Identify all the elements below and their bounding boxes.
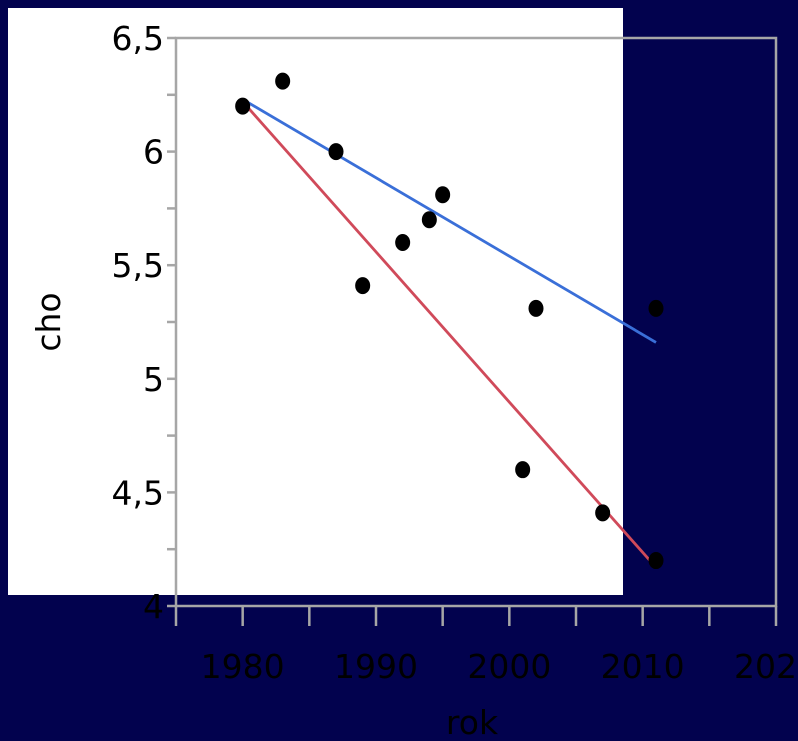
data-point	[515, 461, 531, 479]
y-tick-label: 6	[143, 133, 164, 172]
data-point	[235, 97, 251, 115]
plot-frame	[174, 36, 778, 608]
plot-area	[174, 36, 778, 608]
data-point	[355, 277, 371, 295]
data-point	[275, 72, 291, 90]
data-point	[395, 233, 411, 251]
x-axis-title: rok	[446, 703, 499, 741]
data-point	[595, 504, 611, 522]
axes	[167, 36, 778, 626]
data-point	[328, 143, 344, 161]
tick-labels: 4 4,5 5 5,5 6 6,5 1980 1990 2000 2010 2020	[112, 19, 798, 686]
x-tick-label: 1990	[334, 647, 418, 686]
data-point	[648, 552, 664, 570]
y-tick-label: 5,5	[112, 246, 164, 285]
x-tick-label: 1980	[201, 647, 285, 686]
y-tick-label: 5	[143, 360, 164, 399]
y-tick-label: 4	[143, 587, 164, 626]
data-point	[421, 211, 437, 229]
data-point	[648, 299, 664, 317]
data-points	[235, 72, 664, 570]
regression-line-1	[241, 98, 657, 344]
data-point	[528, 299, 544, 317]
data-point	[435, 186, 451, 204]
y-axis-title: cho	[29, 292, 68, 351]
white-panel	[8, 8, 623, 595]
y-tick-label: 4,5	[112, 473, 164, 512]
x-tick-label: 2010	[601, 647, 685, 686]
regression-line-2	[241, 100, 658, 569]
y-tick-label: 6,5	[112, 19, 164, 58]
regression-lines	[241, 98, 658, 569]
x-tick-label: 2000	[467, 647, 551, 686]
x-tick-label: 2020	[734, 647, 798, 686]
